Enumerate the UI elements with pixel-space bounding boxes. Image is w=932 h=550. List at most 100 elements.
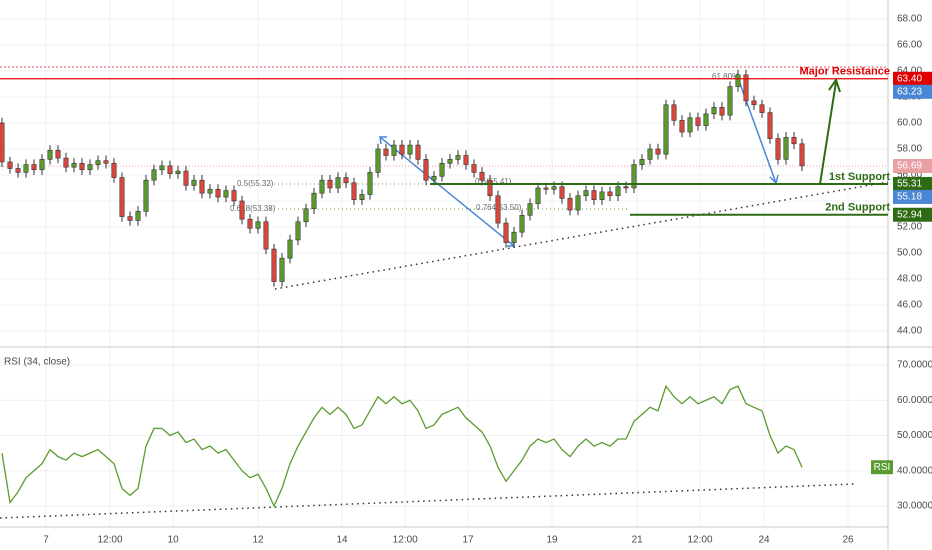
- y-tick-label: 50.00: [897, 248, 922, 259]
- candle-body: [647, 148, 653, 160]
- candle-body: [231, 190, 237, 202]
- candle-body: [431, 175, 437, 181]
- rsi-badge-text: RSI: [874, 462, 891, 473]
- candle-body: [775, 138, 781, 160]
- candle-body: [735, 74, 741, 87]
- candle-body: [559, 186, 565, 199]
- candle-body: [247, 218, 253, 229]
- candle-body: [175, 170, 181, 174]
- candle-body: [71, 162, 77, 168]
- rsi-tick-label: 40.0000: [897, 465, 932, 476]
- price-badge-text: 55.31: [897, 179, 922, 190]
- arrow-head: [828, 77, 841, 93]
- candle-body: [15, 168, 21, 173]
- candle-body: [415, 144, 421, 160]
- level-label: Major Resistance: [800, 66, 890, 78]
- candle-body: [767, 112, 773, 139]
- candle-body: [503, 222, 509, 243]
- candle-body: [207, 188, 213, 194]
- x-tick-label: 12:00: [393, 535, 418, 546]
- candle-body: [391, 144, 397, 156]
- y-tick-label: 68.00: [897, 14, 922, 25]
- candle-body: [727, 86, 733, 116]
- arrow-head: [379, 136, 387, 145]
- y-tick-label: 48.00: [897, 274, 922, 285]
- candle-body: [695, 117, 701, 126]
- candle-body: [575, 195, 581, 211]
- candle-body: [463, 155, 469, 165]
- candle-body: [551, 186, 557, 190]
- candle-body: [191, 179, 197, 186]
- candle-body: [495, 195, 501, 224]
- candle-body: [679, 120, 685, 133]
- candle-body: [0, 122, 5, 163]
- y-tick-label: 52.00: [897, 222, 922, 233]
- candle-body: [31, 164, 37, 171]
- rsi-title: RSI (34, close): [4, 357, 70, 368]
- candle-body: [79, 162, 85, 171]
- x-tick-label: 12:00: [97, 535, 122, 546]
- marks: [0, 69, 888, 508]
- candle-body: [119, 177, 125, 217]
- candle-body: [591, 190, 597, 200]
- candle-body: [711, 107, 717, 115]
- y-tick-label: 56.00: [897, 170, 922, 181]
- candle-body: [487, 179, 493, 197]
- rsi-badge: [871, 460, 893, 475]
- candle-body: [151, 169, 157, 181]
- candle-body: [615, 186, 621, 197]
- candle-body: [255, 221, 261, 229]
- candle-body: [663, 104, 669, 155]
- price-badge-text: 63.23: [897, 86, 922, 97]
- candle-body: [471, 164, 477, 173]
- rsi-tick-label: 30.0000: [897, 501, 932, 512]
- price-badge: [893, 159, 932, 174]
- candle-body: [279, 257, 285, 282]
- x-tick-label: 17: [462, 535, 474, 546]
- candle-body: [407, 144, 413, 155]
- candle-body: [135, 211, 141, 221]
- candle-body: [583, 190, 589, 197]
- rsi-line: [1, 384, 803, 508]
- candle-body: [399, 144, 405, 155]
- candle-body: [351, 182, 357, 200]
- rsi-tick-label: 70.0000: [897, 360, 932, 371]
- candle-body: [335, 177, 341, 189]
- candle-body: [447, 159, 453, 164]
- candle-body: [23, 164, 29, 173]
- candle-body: [287, 239, 293, 259]
- candle-body: [423, 159, 429, 181]
- candle-body: [263, 221, 269, 250]
- rsi-tick-label: 60.0000: [897, 395, 932, 406]
- candle-body: [295, 221, 301, 241]
- y-tick-label: 64.00: [897, 66, 922, 77]
- candle-body: [127, 216, 133, 221]
- candle-body: [167, 165, 173, 174]
- candle-body: [87, 164, 93, 171]
- candle-body: [631, 164, 637, 189]
- candle-body: [271, 248, 277, 282]
- candle-body: [511, 231, 517, 243]
- candle-body: [223, 190, 229, 198]
- candle-body: [159, 165, 165, 171]
- candle-body: [103, 160, 109, 164]
- candle-body: [47, 149, 53, 160]
- candle-body: [63, 157, 69, 168]
- price-badge-text: 63.40: [897, 73, 922, 84]
- candle-body: [639, 159, 645, 165]
- price-badge: [893, 207, 932, 222]
- price-badge-text: 52.94: [897, 209, 922, 220]
- candle-body: [303, 208, 309, 223]
- candle-body: [183, 170, 189, 186]
- candle-body: [319, 179, 325, 194]
- y-tick-label: 60.00: [897, 118, 922, 129]
- candle-body: [311, 192, 317, 210]
- candle-body: [343, 177, 349, 184]
- candle-body: [607, 191, 613, 197]
- y-tick-label: 44.00: [897, 326, 922, 337]
- fib-label: 0.618(53.38): [230, 204, 276, 213]
- candle-body: [199, 179, 205, 194]
- rsi-tick-label: 50.0000: [897, 430, 932, 441]
